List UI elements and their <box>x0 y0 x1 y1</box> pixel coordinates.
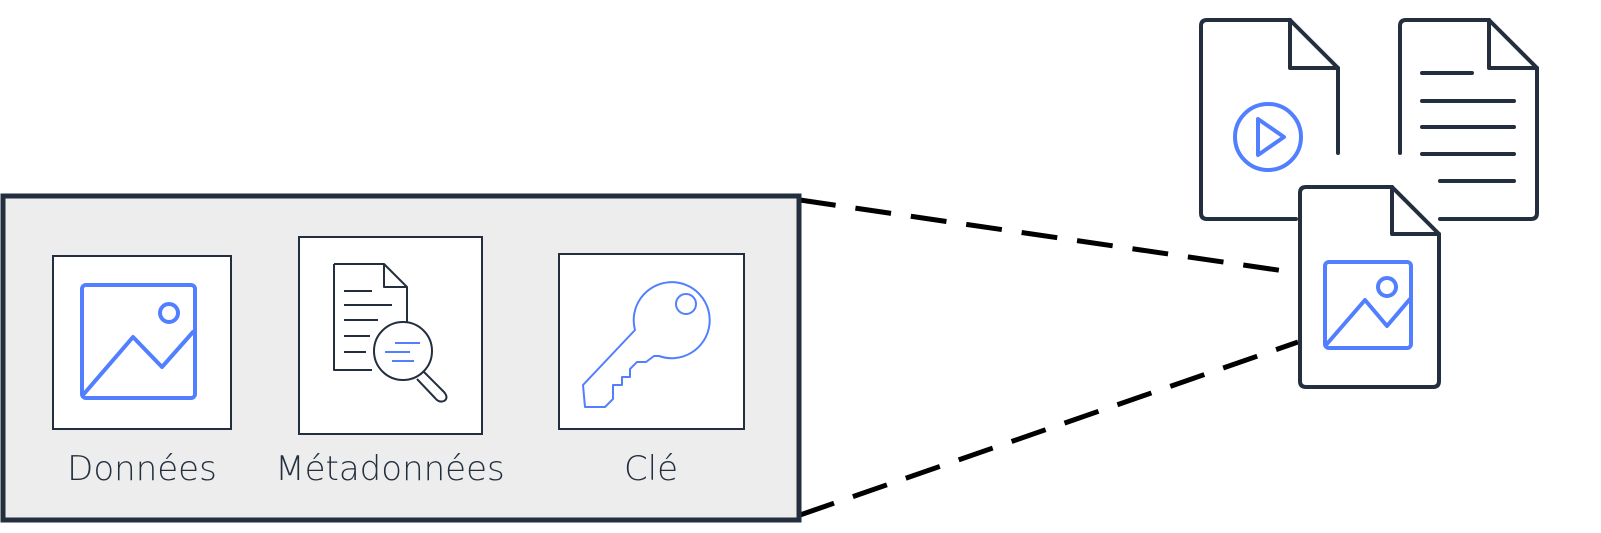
connector-bottom-line <box>799 339 1299 518</box>
component-data-label: Données <box>67 449 217 489</box>
object-panel: Données Métadonnées <box>0 193 802 523</box>
component-key-frame <box>558 253 745 430</box>
component-data: Données <box>52 255 232 489</box>
component-metadata: Métadonnées <box>275 236 505 489</box>
component-data-frame <box>52 255 232 430</box>
text-file-icon <box>1398 18 1539 221</box>
component-key: Clé <box>558 253 745 489</box>
component-metadata-label: Métadonnées <box>275 449 504 489</box>
document-search-icon <box>333 263 448 403</box>
video-file-icon <box>1199 18 1340 221</box>
connector-top-line <box>799 197 1299 276</box>
image-icon <box>80 283 197 400</box>
key-icon <box>582 281 711 408</box>
image-file-icon <box>1298 185 1441 389</box>
connector-lines <box>799 197 1299 518</box>
component-key-label: Clé <box>624 449 678 489</box>
